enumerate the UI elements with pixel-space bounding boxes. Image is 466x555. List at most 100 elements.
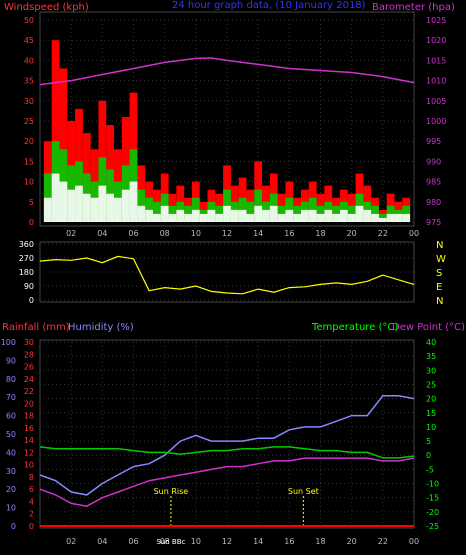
average-bar (308, 209, 317, 222)
wind-x-tick-label: 06 (128, 229, 138, 238)
average-bar (67, 189, 76, 222)
temperature-tick-label: 5 (426, 437, 431, 446)
compass-label: E (436, 282, 442, 293)
barometer-tick-label: 990 (426, 157, 441, 166)
average-bar (324, 209, 333, 222)
temperature-x-tick-label: 14 (253, 537, 263, 546)
average-bar (121, 189, 130, 222)
wind-tick-label: 45 (24, 36, 34, 45)
rain-tick-label: 22 (24, 387, 34, 396)
direction-tick-label: 0 (29, 296, 34, 305)
gust-bar (51, 40, 60, 223)
wind-x-tick-label: 22 (378, 229, 388, 238)
compass-label: N (436, 296, 443, 307)
wind-left-ticks: 0 5 10 15 20 25 30 35 40 45 50 (24, 16, 34, 227)
rain-tick-label: 0 (29, 522, 34, 531)
barometer-tick-label: 980 (426, 198, 441, 207)
compass-label: W (436, 254, 446, 265)
temperature-tick-label: -10 (426, 480, 439, 489)
rain-tick-label: 28 (24, 350, 34, 359)
temperature-tick-label: -5 (426, 465, 434, 474)
temperature-x-ticks: 02 04 06 08 10 12 14 16 18 20 22 00 (66, 537, 419, 546)
wind-x-tick-label: 16 (284, 229, 294, 238)
temperature-tick-label: 35 (426, 352, 436, 361)
temperature-ticks: -25 -20 -15 -10 -5 0 5 10 15 20 25 30 35 40 (426, 338, 439, 531)
wind-x-ticks: 02 04 06 08 10 12 14 16 18 20 22 00 (66, 229, 419, 238)
speed-bar (152, 201, 161, 222)
average-bar (43, 197, 52, 222)
wind-tick-label: 0 (29, 218, 34, 227)
direction-plot-area (39, 241, 415, 303)
temperature-series (39, 395, 415, 527)
rain-tick-label: 4 (29, 497, 34, 506)
wind-tick-label: 10 (24, 178, 34, 187)
barometer-tick-label: 1015 (426, 56, 446, 65)
average-bar (223, 205, 231, 222)
average-bar (215, 213, 224, 222)
average-bar (106, 193, 115, 222)
wind-tick-label: 35 (24, 77, 34, 86)
average-bar (137, 205, 146, 222)
average-bar (238, 209, 247, 222)
sun-event-label: Sun BBc (156, 538, 185, 546)
temperature-x-tick-label: 12 (222, 537, 232, 546)
average-bar (378, 217, 387, 222)
wind-tick-label: 50 (24, 16, 34, 25)
average-bar (285, 209, 294, 222)
wind-x-tick-label: 00 (409, 229, 419, 238)
wind-tick-label: 25 (24, 117, 34, 126)
wind-x-tick-label: 18 (315, 229, 325, 238)
rain-tick-label: 26 (24, 363, 34, 372)
rain-tick-label: 18 (24, 412, 34, 421)
wind-tick-label: 15 (24, 157, 34, 166)
temperature-x-tick-label: 02 (66, 537, 76, 546)
average-bar (347, 213, 356, 222)
average-bar (339, 209, 348, 222)
rain-tick-label: 30 (24, 338, 34, 347)
barometer-tick-label: 995 (426, 137, 441, 146)
temperature-tick-label: -20 (426, 508, 439, 517)
temperature-x-tick-label: 08 (160, 537, 170, 546)
temperature-grid (40, 341, 415, 527)
wind-tick-label: 20 (24, 137, 34, 146)
wind-tick-label: 5 (29, 198, 34, 207)
average-bar (246, 213, 255, 222)
temperature-tick-label: 25 (426, 380, 436, 389)
temperature-tick-label: 40 (426, 338, 436, 347)
temperature-x-tick-label: 10 (191, 537, 201, 546)
average-bar (355, 205, 364, 222)
temperature-x-tick-label: 20 (347, 537, 357, 546)
wind-x-tick-label: 20 (347, 229, 357, 238)
average-bar (152, 213, 161, 222)
temperature-x-tick-label: 16 (284, 537, 294, 546)
rain-tick-label: 10 (24, 461, 34, 470)
wind-x-tick-label: 10 (191, 229, 201, 238)
average-bar (145, 209, 153, 222)
barometer-tick-label: 1000 (426, 117, 446, 126)
humidity-axis-label: Humidity (%) (68, 322, 134, 333)
humidity-tick-label: 10 (6, 504, 16, 513)
compass-label: S (436, 268, 442, 279)
compass-label: N (436, 240, 443, 251)
average-bar (332, 213, 340, 222)
temperature-x-tick-label: 22 (378, 537, 388, 546)
temperature-x-tick-label: 04 (97, 537, 107, 546)
wind-x-tick-label: 02 (66, 229, 76, 238)
rain-tick-label: 12 (24, 448, 34, 457)
barometer-tick-label: 1025 (426, 16, 446, 25)
gust-bar (59, 68, 68, 222)
average-bar (316, 213, 325, 222)
direction-line (39, 255, 415, 295)
barometer-tick-label: 975 (426, 218, 441, 227)
average-bar (386, 213, 395, 222)
average-bar (207, 209, 216, 222)
average-bar (191, 209, 200, 222)
direction-tick-label: 360 (19, 240, 34, 249)
average-bar (129, 181, 138, 222)
temperature-x-tick-label: 00 (409, 537, 419, 546)
wind-tick-label: 40 (24, 56, 34, 65)
